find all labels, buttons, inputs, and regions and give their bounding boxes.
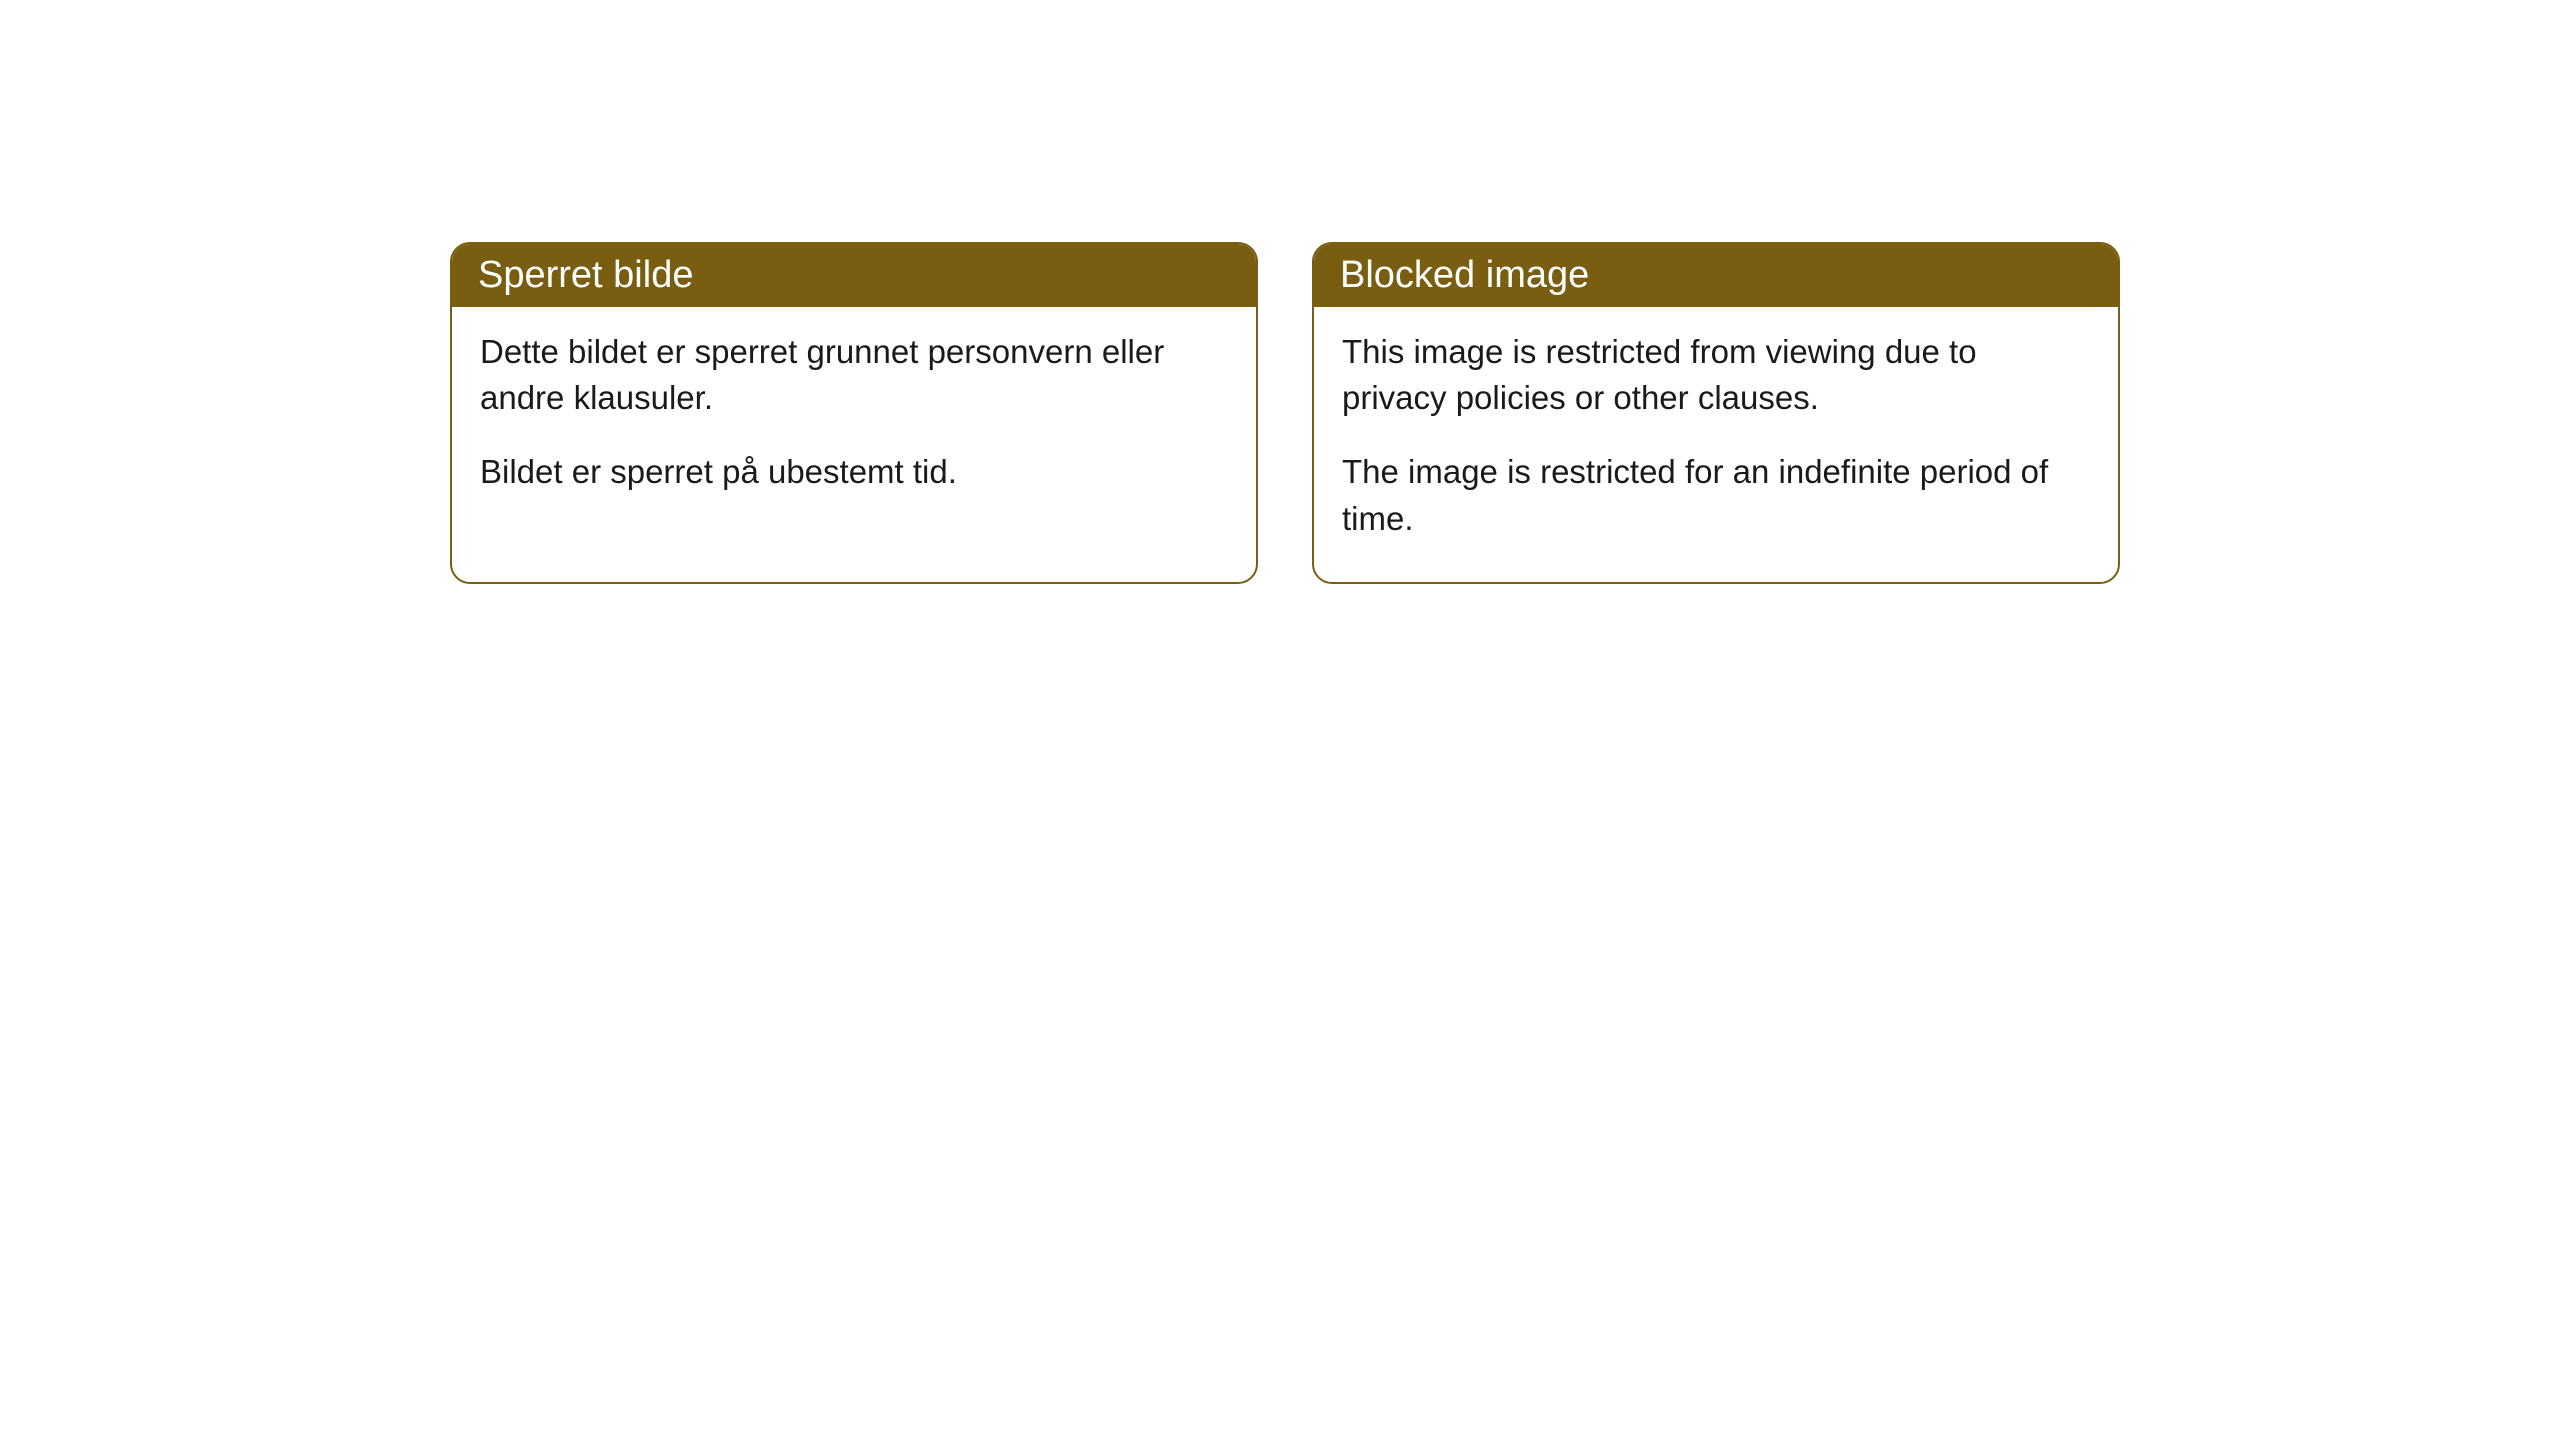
card-paragraph: The image is restricted for an indefinit… — [1342, 449, 2090, 541]
blocked-image-card-norwegian: Sperret bilde Dette bildet er sperret gr… — [450, 242, 1258, 584]
blocked-image-card-english: Blocked image This image is restricted f… — [1312, 242, 2120, 584]
card-header: Blocked image — [1314, 244, 2118, 307]
card-paragraph: Bildet er sperret på ubestemt tid. — [480, 449, 1228, 495]
card-title: Sperret bilde — [478, 254, 693, 296]
card-paragraph: Dette bildet er sperret grunnet personve… — [480, 329, 1228, 421]
card-title: Blocked image — [1340, 254, 1589, 296]
card-body: This image is restricted from viewing du… — [1314, 307, 2118, 582]
notice-cards-container: Sperret bilde Dette bildet er sperret gr… — [450, 242, 2120, 584]
card-paragraph: This image is restricted from viewing du… — [1342, 329, 2090, 421]
card-header: Sperret bilde — [452, 244, 1256, 307]
card-body: Dette bildet er sperret grunnet personve… — [452, 307, 1256, 536]
